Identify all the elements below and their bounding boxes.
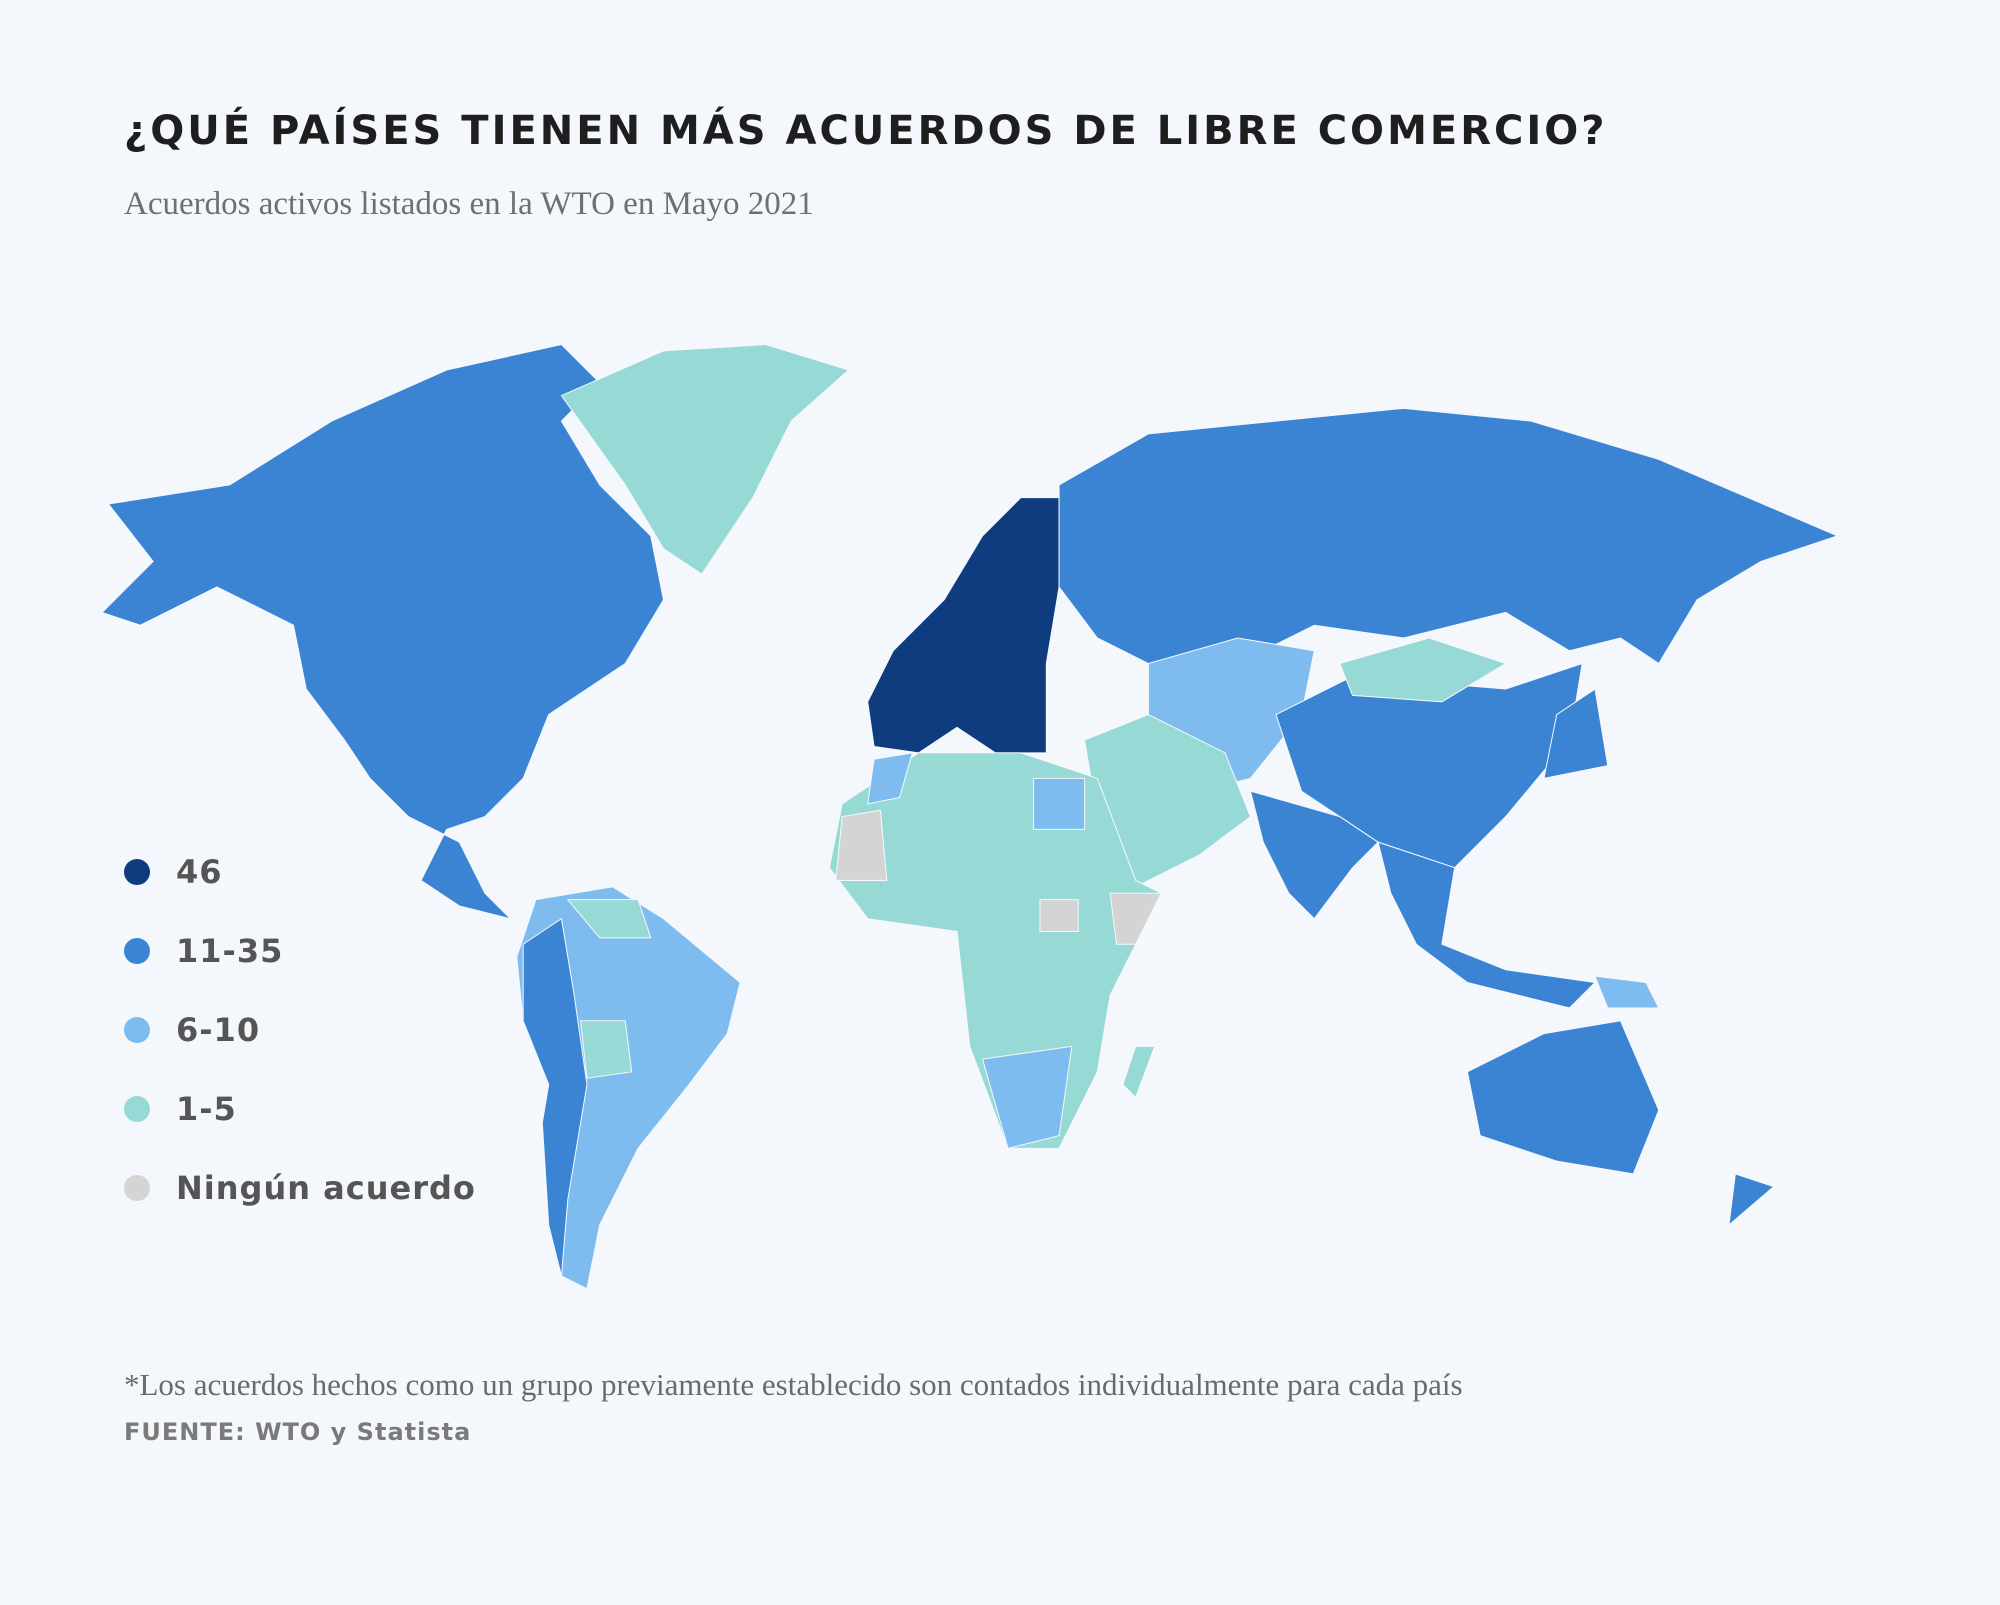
legend-item: 11-35 [124,911,476,990]
india [1249,790,1379,920]
papua-new-guinea [1594,975,1660,1009]
legend-swatch [124,1095,150,1122]
north-america [101,343,665,920]
guianas [566,899,652,939]
andes-countries [522,917,588,1277]
legend-swatch [124,1174,150,1201]
subtitle: Acuerdos activos listados en la WTO en M… [124,186,814,222]
legend-item: 6-10 [124,990,476,1069]
japan [1543,688,1609,780]
legend-swatch [124,1016,150,1043]
legend-label: Ningún acuerdo [176,1168,476,1207]
legend-label: 1-5 [176,1089,237,1128]
horn-of-africa [1109,892,1162,945]
bolivia [580,1020,633,1079]
egypt [1033,777,1086,830]
legend-swatch [124,858,150,885]
southeast-asia [1377,841,1597,1009]
legend-label: 46 [176,852,223,891]
africa [828,752,1162,1149]
legend-item: Ningún acuerdo [124,1148,476,1227]
legend-item: 46 [124,832,476,911]
legend-swatch [124,937,150,964]
russia [1058,407,1839,665]
morocco [867,752,914,805]
western-sahara [835,809,888,881]
legend-label: 6-10 [176,1010,261,1049]
legend-label: 11-35 [176,931,284,970]
madagascar [1122,1045,1156,1099]
title: ¿QUÉ PAÍSES TIENEN MÁS ACUERDOS DE LIBRE… [124,108,1608,154]
mongolia [1339,637,1507,703]
source: FUENTE: WTO y Statista [124,1418,472,1446]
new-zealand [1728,1173,1775,1227]
southern-africa [981,1045,1073,1150]
footnote: *Los acuerdos hechos como un grupo previ… [124,1367,1463,1402]
legend-item: 1-5 [124,1069,476,1148]
greenland [560,344,850,575]
australia [1466,1020,1660,1175]
legend: 46 11-35 6-10 1-5 Ningún acuerdo [124,832,476,1227]
europe [867,497,1060,754]
south-sudan [1039,899,1079,932]
